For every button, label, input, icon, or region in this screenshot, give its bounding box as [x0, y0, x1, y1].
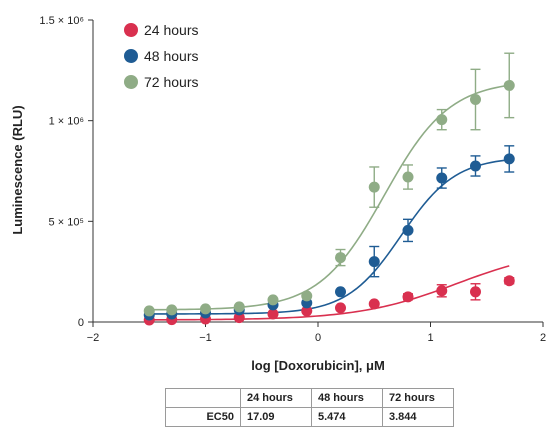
data-point [470, 94, 481, 106]
data-point [200, 303, 211, 315]
x-tick-label: 1 [427, 332, 433, 344]
table-header-24h: 24 hours [240, 388, 312, 408]
table-row-label: EC50 [165, 407, 241, 427]
table-header-72h: 72 hours [382, 388, 454, 408]
legend-label: 72 hours [144, 74, 198, 90]
data-point [233, 312, 245, 324]
legend-marker [124, 75, 138, 89]
x-tick-label: −1 [199, 332, 212, 344]
table-corner-cell [165, 388, 241, 408]
table-header-row: 24 hours 48 hours 72 hours [165, 388, 454, 408]
ec50-72h-value: 3.844 [382, 407, 454, 427]
data-point [503, 153, 515, 165]
data-point [470, 160, 481, 172]
legend-label: 24 hours [144, 22, 198, 38]
data-point [335, 302, 346, 314]
data-points [143, 79, 515, 326]
fit-curve [149, 84, 510, 311]
x-tick-label: 0 [315, 332, 321, 344]
data-point [503, 79, 515, 91]
data-point [335, 252, 346, 264]
data-point [436, 114, 448, 126]
legend-marker [124, 23, 138, 37]
x-tick-label: 2 [540, 332, 546, 344]
chart-axes: −2 −1 0 1 2 0 5 × 10⁵ 1 × 10⁶ 1.5 × 10⁶ [39, 15, 546, 344]
y-tick-label: 1 × 10⁶ [49, 116, 84, 128]
legend-marker [124, 49, 138, 63]
data-point [335, 286, 346, 298]
data-point [436, 285, 448, 297]
data-point [166, 304, 178, 316]
data-point [368, 181, 380, 193]
table-header-48h: 48 hours [311, 388, 383, 408]
y-axis-title: Luminescence (RLU) [10, 105, 25, 234]
ec50-24h-value: 17.09 [240, 407, 312, 427]
data-point [233, 301, 245, 313]
y-tick-label: 0 [78, 317, 84, 329]
data-point [402, 171, 414, 183]
data-point [368, 256, 380, 268]
x-tick-label: −2 [87, 332, 100, 344]
data-point [436, 172, 448, 184]
chart-legend: 24 hours 48 hours 72 hours [124, 22, 198, 90]
data-point [301, 290, 313, 302]
data-point [301, 305, 313, 317]
dose-response-chart: −2 −1 0 1 2 0 5 × 10⁵ 1 × 10⁶ 1.5 × 10⁶ 24 hours… [10, 15, 546, 373]
data-point [402, 224, 414, 236]
table-row: EC50 17.09 5.474 3.844 [165, 407, 454, 427]
data-point [470, 286, 481, 298]
data-point [402, 291, 414, 303]
data-point [267, 294, 279, 306]
ec50-48h-value: 5.474 [311, 407, 383, 427]
data-point [368, 298, 380, 310]
data-point [267, 308, 279, 320]
y-tick-label: 1.5 × 10⁶ [39, 15, 84, 27]
legend-label: 48 hours [144, 48, 198, 64]
fit-curve [149, 158, 510, 315]
ec50-table: 24 hours 48 hours 72 hours EC50 17.09 5.… [165, 388, 454, 427]
y-tick-label: 5 × 10⁵ [49, 216, 84, 228]
fit-curves [149, 84, 510, 321]
x-axis-title: log [Doxorubicin], μM [251, 358, 385, 373]
data-point [503, 275, 515, 287]
data-point [143, 305, 155, 317]
